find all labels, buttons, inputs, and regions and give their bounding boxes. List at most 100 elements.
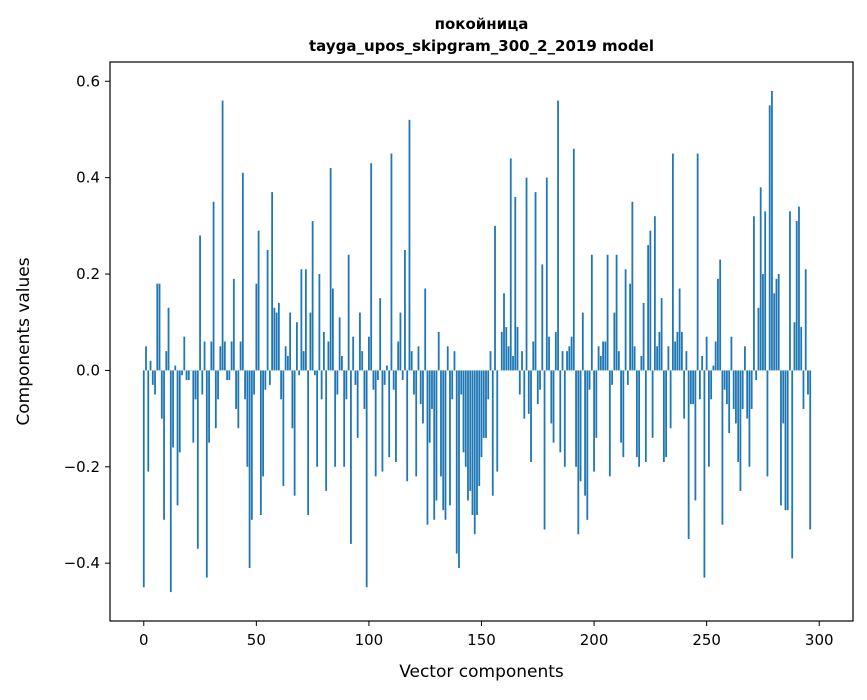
bar — [186, 370, 188, 380]
bar — [749, 370, 751, 466]
bar — [667, 346, 669, 370]
bar — [728, 370, 730, 433]
bar — [553, 370, 555, 442]
bar — [388, 370, 390, 457]
bar — [375, 370, 377, 476]
bar — [195, 370, 197, 399]
bar — [652, 370, 654, 437]
bar — [343, 370, 345, 466]
bar — [253, 370, 255, 394]
bar — [487, 370, 489, 399]
bar — [782, 370, 784, 423]
x-axis-label: Vector components — [399, 662, 564, 682]
bar — [722, 370, 724, 524]
bar — [670, 370, 672, 428]
bar — [731, 337, 733, 371]
bar — [785, 370, 787, 510]
bar — [672, 154, 674, 371]
bar — [510, 158, 512, 370]
bar — [460, 370, 462, 394]
bar — [451, 370, 453, 399]
bar — [478, 370, 480, 486]
bar — [776, 279, 778, 371]
bar — [303, 351, 305, 370]
bar — [276, 313, 278, 371]
bar — [694, 370, 696, 500]
bar — [701, 356, 703, 370]
bar — [526, 178, 528, 371]
bar — [357, 370, 359, 437]
bar — [330, 168, 332, 370]
bar — [316, 370, 318, 466]
bar — [546, 178, 548, 371]
bar — [237, 370, 239, 428]
bar — [359, 313, 361, 371]
bar — [192, 370, 194, 442]
bar — [517, 327, 519, 370]
bar — [557, 101, 559, 371]
bar — [663, 370, 665, 462]
bar — [674, 342, 676, 371]
bar — [458, 370, 460, 568]
bar — [514, 197, 516, 370]
bar — [706, 337, 708, 371]
bar — [654, 216, 656, 370]
bar — [476, 370, 478, 515]
bar — [273, 308, 275, 371]
bar — [505, 327, 507, 370]
bar — [339, 317, 341, 370]
bar — [798, 207, 800, 371]
bar — [361, 351, 363, 370]
bar — [472, 370, 474, 515]
bar — [159, 284, 161, 371]
bar — [391, 154, 393, 371]
bar — [373, 370, 375, 389]
bar — [640, 356, 642, 370]
bar — [321, 370, 323, 399]
bar — [713, 366, 715, 371]
bar — [228, 370, 230, 380]
bar — [638, 370, 640, 466]
bar — [767, 370, 769, 476]
bar — [170, 370, 172, 592]
bar — [197, 370, 199, 548]
bar — [409, 120, 411, 371]
bar — [595, 370, 597, 437]
bar — [296, 322, 298, 370]
bar — [710, 370, 712, 399]
bar — [521, 351, 523, 370]
bar — [474, 370, 476, 534]
bar — [586, 370, 588, 519]
bar — [422, 370, 424, 423]
bar — [386, 366, 388, 371]
bar — [420, 370, 422, 404]
bar — [393, 370, 395, 389]
bar — [699, 370, 701, 399]
bar — [152, 370, 154, 384]
bar — [206, 370, 208, 577]
bar — [627, 370, 629, 384]
bar — [717, 279, 719, 371]
bar — [555, 332, 557, 371]
bar — [260, 370, 262, 515]
bar — [568, 346, 570, 370]
bar — [366, 370, 368, 587]
bar — [210, 342, 212, 371]
bar — [415, 370, 417, 476]
bar — [618, 351, 620, 370]
bar — [530, 370, 532, 462]
bar — [604, 342, 606, 371]
bar — [737, 370, 739, 462]
bar — [204, 342, 206, 371]
x-tick-label: 100 — [355, 631, 384, 649]
bar — [177, 370, 179, 505]
bar — [733, 370, 735, 409]
bar — [226, 370, 228, 380]
bar — [161, 370, 163, 418]
bar — [755, 370, 757, 380]
bar — [550, 370, 552, 423]
bar — [224, 342, 226, 371]
bar — [332, 288, 334, 370]
